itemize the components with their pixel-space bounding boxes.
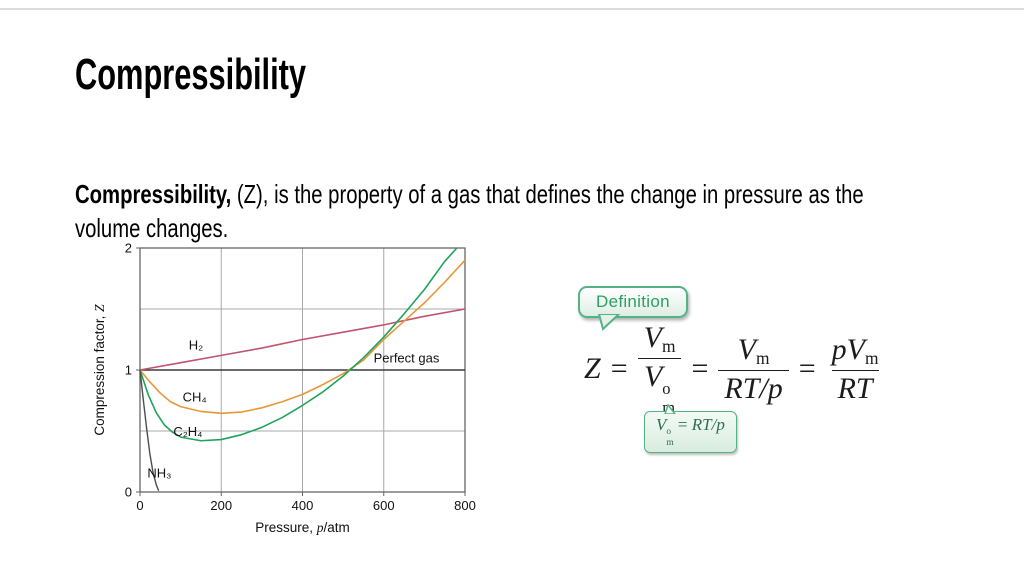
compressibility-chart: 0 200 400 600 800 0 1 2 H₂ Perfect gas CH₄ C₂H₄ NH₃ P… xyxy=(90,240,550,540)
svg-text:NH₃: NH₃ xyxy=(147,465,171,480)
svg-text:0: 0 xyxy=(136,498,143,513)
svg-text:H₂: H₂ xyxy=(189,337,203,352)
svg-text:2: 2 xyxy=(125,241,132,256)
svg-text:C₂H₄: C₂H₄ xyxy=(173,424,202,439)
compressibility-formula: Z = Vm Vom = Vm RT/p = pVm RT xyxy=(584,320,885,419)
formula-z: Z xyxy=(584,352,601,386)
body-line2: volume changes. xyxy=(75,212,229,243)
slide-title: Compressibility xyxy=(75,50,307,99)
svg-text:1: 1 xyxy=(125,363,132,378)
svg-text:800: 800 xyxy=(454,498,476,513)
formula-fraction-2: Vm RT/p xyxy=(718,332,789,406)
callout-tail-icon xyxy=(597,314,621,331)
svg-text:200: 200 xyxy=(210,498,232,513)
svg-text:600: 600 xyxy=(373,498,395,513)
body-line1: (Z), is the property of a gas that defin… xyxy=(231,179,864,209)
svg-text:Compression factor, Z: Compression factor, Z xyxy=(92,304,107,436)
svg-text:400: 400 xyxy=(292,498,314,513)
formula-fraction-3: pVm RT xyxy=(831,333,879,405)
body-bold-term: Compressibility, xyxy=(75,179,232,209)
note-tail-icon xyxy=(664,404,676,414)
equals-sign: = xyxy=(610,352,628,386)
compressibility-chart-svg: 0 200 400 600 800 0 1 2 H₂ Perfect gas CH₄ C₂H₄ NH₃ P… xyxy=(92,241,476,536)
svg-text:Pressure, p/atm: Pressure, p/atm xyxy=(255,520,350,535)
slide-body-text: Compressibility, (Z), is the property of… xyxy=(75,178,1011,246)
definition-callout-label: Definition xyxy=(596,292,670,311)
equals-sign: = xyxy=(798,352,816,386)
definition-callout: Definition xyxy=(578,286,688,331)
svg-text:0: 0 xyxy=(125,485,132,500)
equals-sign: = xyxy=(691,352,709,386)
svg-text:CH₄: CH₄ xyxy=(183,390,207,405)
svg-text:Perfect gas: Perfect gas xyxy=(374,351,440,366)
slide-top-rule xyxy=(0,8,1024,10)
